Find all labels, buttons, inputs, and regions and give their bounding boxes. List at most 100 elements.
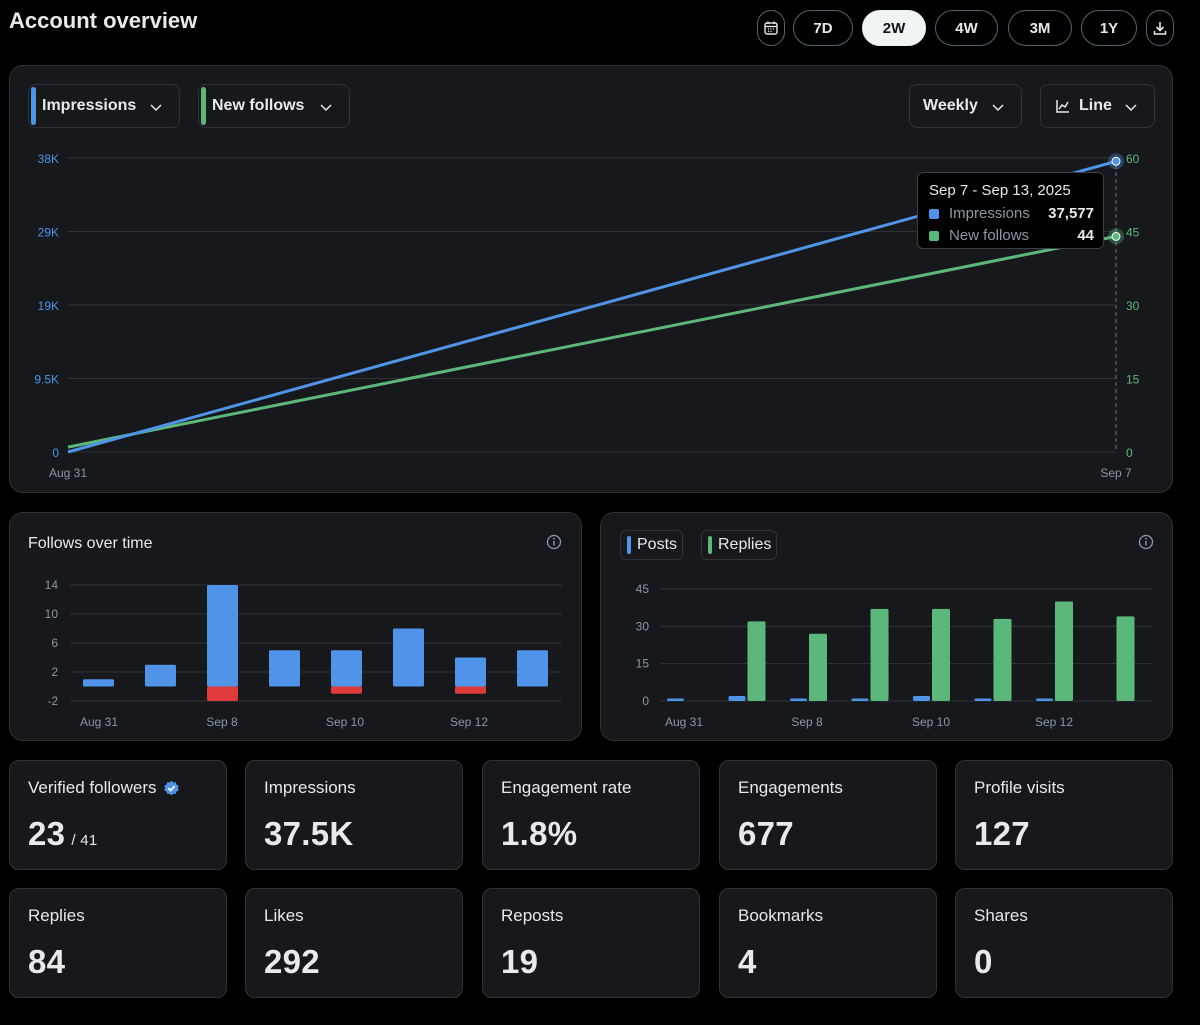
follows-card-title: Follows over time bbox=[28, 535, 153, 552]
stat-impressions: Impressions 37.5K bbox=[245, 760, 463, 870]
info-icon[interactable] bbox=[1138, 534, 1154, 550]
right-tick-label: 30 bbox=[1126, 299, 1140, 313]
stat-label: Bookmarks bbox=[738, 906, 824, 925]
tooltip-swatch-2 bbox=[929, 231, 939, 241]
replies-bar bbox=[993, 618, 1012, 701]
x-tick-label: Sep 10 bbox=[912, 715, 950, 729]
range-7d-button[interactable]: 7D bbox=[793, 10, 853, 46]
main-line-chart[interactable]: 0 9.5K 19K 29K 38K 0 15 30 45 60 Aug 31 Sep 7 bbox=[10, 66, 1174, 494]
metric-2-select[interactable]: New follows bbox=[198, 84, 350, 128]
range-1y-button[interactable]: 1Y bbox=[1081, 10, 1137, 46]
x-tick-label: Sep 12 bbox=[1035, 715, 1073, 729]
posts-bar bbox=[1036, 698, 1053, 701]
left-tick-label: 0 bbox=[52, 446, 59, 460]
follows-bar bbox=[331, 650, 362, 687]
follows-over-time-card: Follows over time 14 10 6 2 -2 Aug 31 Sep 8 Sep… bbox=[9, 512, 582, 741]
y-tick-label: 14 bbox=[45, 578, 59, 592]
x-tick-label: Sep 8 bbox=[791, 715, 823, 729]
interval-select[interactable]: Weekly bbox=[909, 84, 1022, 128]
left-tick-label: 29K bbox=[38, 226, 59, 240]
stat-label: Reposts bbox=[501, 906, 564, 925]
chart-tooltip: Sep 7 - Sep 13, 2025 Impressions 37,577 … bbox=[917, 172, 1104, 249]
replies-bar bbox=[1116, 616, 1135, 701]
tooltip-row-metric-2: New follows 44 bbox=[929, 227, 1094, 245]
calendar-icon bbox=[764, 21, 778, 35]
y-tick-label: 6 bbox=[51, 636, 58, 650]
legend-posts[interactable]: Posts bbox=[620, 530, 683, 560]
range-3m-button[interactable]: 3M bbox=[1008, 10, 1072, 46]
stat-label: Likes bbox=[264, 906, 304, 925]
follows-bar bbox=[517, 650, 548, 687]
tooltip-label-2: New follows bbox=[949, 227, 1030, 244]
y-tick-label: -2 bbox=[47, 694, 58, 708]
impressions-point bbox=[1111, 156, 1121, 166]
stat-value: 1.8% bbox=[501, 815, 578, 852]
follows-bar bbox=[145, 664, 176, 687]
x-tick-label: Sep 10 bbox=[326, 715, 364, 729]
right-tick-label: 15 bbox=[1126, 373, 1140, 387]
stat-value: 292 bbox=[264, 943, 320, 980]
stat-label: Impressions bbox=[264, 778, 356, 797]
stat-reposts: Reposts 19 bbox=[482, 888, 700, 998]
x-tick-label: Sep 12 bbox=[450, 715, 488, 729]
left-tick-label: 9.5K bbox=[34, 373, 59, 387]
range-4w-button[interactable]: 4W bbox=[935, 10, 998, 46]
new-follows-line bbox=[67, 234, 1117, 449]
main-chart-panel: Impressions New follows Weekly Line 0 9.5… bbox=[9, 65, 1173, 493]
chevron-down-icon bbox=[320, 104, 332, 112]
right-tick-label: 60 bbox=[1126, 152, 1140, 166]
replies-bar bbox=[809, 633, 827, 701]
stat-label: Profile visits bbox=[974, 778, 1065, 797]
posts-bar bbox=[790, 698, 807, 701]
y-tick-label: 2 bbox=[51, 665, 58, 679]
chevron-down-icon bbox=[992, 104, 1004, 112]
posts-bar bbox=[667, 698, 684, 701]
download-button[interactable] bbox=[1146, 10, 1174, 46]
interval-label: Weekly bbox=[923, 97, 978, 114]
replies-bar bbox=[747, 621, 766, 701]
posts-bar bbox=[974, 698, 992, 701]
metric-2-color bbox=[201, 87, 206, 125]
stat-value: 84 bbox=[28, 943, 66, 980]
impressions-point-halo bbox=[1108, 153, 1124, 170]
stat-label: Replies bbox=[28, 906, 85, 925]
posts-bar bbox=[913, 696, 930, 701]
x-tick-label: Sep 7 bbox=[1100, 466, 1132, 480]
stat-value: 677 bbox=[738, 815, 794, 852]
follows-bar bbox=[269, 650, 300, 687]
y-tick-label: 10 bbox=[45, 607, 59, 621]
stat-engagement-rate: Engagement rate 1.8% bbox=[482, 760, 700, 870]
right-tick-label: 0 bbox=[1126, 446, 1133, 460]
chart-type-label: Line bbox=[1079, 97, 1112, 114]
download-icon bbox=[1153, 22, 1167, 35]
stat-value: 37.5K bbox=[264, 815, 354, 852]
follows-bar bbox=[83, 679, 114, 687]
legend-replies[interactable]: Replies bbox=[701, 530, 777, 560]
chart-type-select[interactable]: Line bbox=[1040, 84, 1155, 128]
range-2w-button[interactable]: 2W bbox=[862, 10, 926, 46]
replies-bar bbox=[1055, 601, 1073, 701]
replies-bar bbox=[870, 608, 889, 701]
stat-subvalue: / 41 bbox=[71, 832, 98, 849]
unfollows-bar bbox=[207, 686, 238, 701]
verified-badge-icon bbox=[163, 780, 179, 795]
posts-replies-bar-chart: 45 30 15 0 Aug 31 Sep 8 Sep 10 Sep 12 bbox=[636, 582, 1153, 729]
replies-bar bbox=[932, 608, 950, 701]
x-tick-label: Aug 31 bbox=[80, 715, 118, 729]
stat-value: 19 bbox=[501, 943, 539, 980]
y-tick-label: 30 bbox=[636, 619, 650, 633]
posts-bar bbox=[728, 696, 746, 701]
posts-swatch bbox=[627, 536, 631, 554]
left-tick-label: 38K bbox=[38, 152, 59, 166]
stat-label: Engagements bbox=[738, 778, 843, 797]
metric-1-select[interactable]: Impressions bbox=[28, 84, 180, 128]
stat-profile-visits: Profile visits 127 bbox=[955, 760, 1173, 870]
tooltip-date: Sep 7 - Sep 13, 2025 bbox=[929, 182, 1071, 199]
follows-bar bbox=[393, 628, 424, 687]
info-icon[interactable] bbox=[546, 534, 562, 550]
follows-bar-chart: 14 10 6 2 -2 Aug 31 Sep 8 Sep 10 Sep 12 bbox=[45, 578, 562, 729]
stat-bookmarks: Bookmarks 4 bbox=[719, 888, 937, 998]
unfollows-bar bbox=[455, 686, 486, 694]
calendar-button[interactable] bbox=[757, 10, 785, 46]
metric-2-label: New follows bbox=[212, 97, 305, 114]
